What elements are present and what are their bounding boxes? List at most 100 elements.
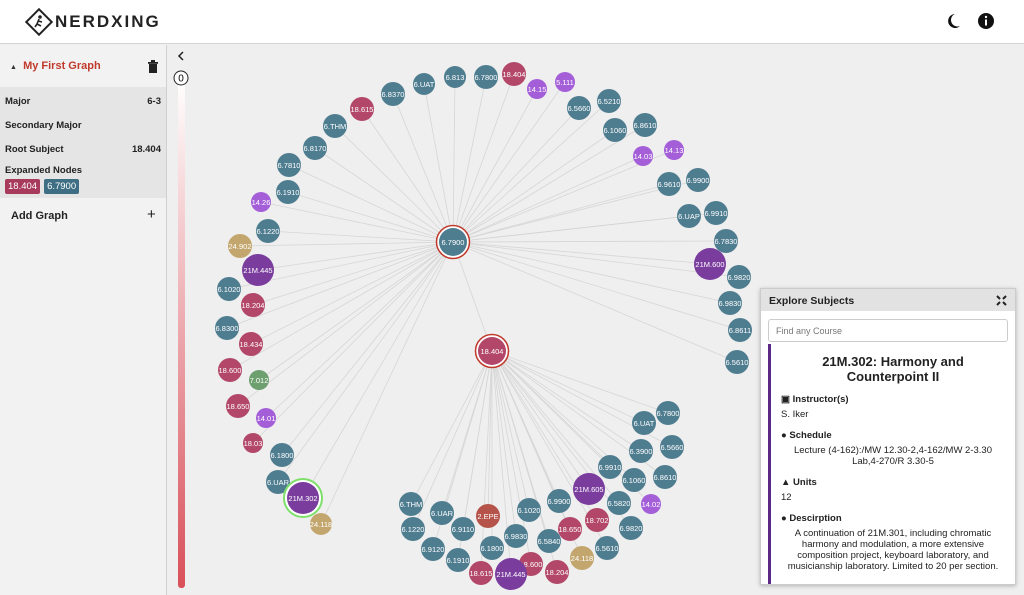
graph-node[interactable]: 6.9910 <box>598 455 622 479</box>
graph-node[interactable]: 6.1220 <box>401 517 425 541</box>
graph-node[interactable]: 18.702 <box>585 508 609 532</box>
graph-node[interactable]: 6.UAR <box>266 470 290 494</box>
graph-node[interactable]: 6.813 <box>444 66 466 88</box>
graph-node[interactable]: 5.111 <box>555 72 575 92</box>
graph-node[interactable]: 6.1910 <box>446 548 470 572</box>
graph-node[interactable]: 6.1020 <box>517 498 541 522</box>
graph-node[interactable]: 21M.445 <box>495 558 527 590</box>
graph-node[interactable]: 18.615 <box>350 97 374 121</box>
graph-node[interactable]: 6.8610 <box>633 113 657 137</box>
graph-node[interactable]: 21M.302 <box>283 478 323 518</box>
graph-node[interactable]: 6.9910 <box>704 201 728 225</box>
node-circle <box>597 89 621 113</box>
graph-node[interactable]: 6.3900 <box>629 439 653 463</box>
graph-node[interactable]: 6.1060 <box>603 118 627 142</box>
graph-node[interactable]: 6.9820 <box>619 516 643 540</box>
edge <box>491 350 517 537</box>
graph-node[interactable]: 6.1060 <box>622 468 646 492</box>
graph-node[interactable]: 6.5610 <box>595 536 619 560</box>
graph-node[interactable]: 6.8370 <box>381 82 405 106</box>
graph-node[interactable]: 6.8170 <box>303 136 327 160</box>
graph-node[interactable]: 18.204 <box>545 560 569 584</box>
node-label: 5.111 <box>556 78 574 87</box>
graph-node[interactable]: 6.UAT <box>413 73 435 95</box>
graph-node[interactable]: 6.1910 <box>276 180 300 204</box>
graph-node[interactable]: 18.650 <box>226 394 250 418</box>
search-input[interactable]: Find any Course <box>768 319 1008 342</box>
node-circle <box>603 118 627 142</box>
collapse-button[interactable] <box>177 51 184 61</box>
dark-mode-button[interactable] <box>943 11 963 31</box>
edge <box>452 107 580 243</box>
graph-node[interactable]: 6.7800 <box>474 65 498 89</box>
delete-graph-button[interactable] <box>147 60 159 73</box>
graph-node[interactable]: 24.902 <box>228 234 252 258</box>
graph-node[interactable]: 6.5660 <box>567 96 591 120</box>
graph-node[interactable]: 2.EPE <box>476 504 500 528</box>
graph-node[interactable]: 14.03 <box>633 146 653 166</box>
add-graph[interactable]: Add Graph <box>11 210 68 222</box>
graph-node[interactable]: 18.204 <box>241 293 265 317</box>
graph-node[interactable]: 6.9900 <box>547 489 571 513</box>
graph-node[interactable]: 18.615 <box>469 561 493 585</box>
graph-node[interactable]: 21M.605 <box>573 473 605 505</box>
graph-node[interactable]: 14.02 <box>641 494 661 514</box>
graph-node[interactable]: 6.1800 <box>480 536 504 560</box>
graph-node[interactable]: 6.9830 <box>718 291 742 315</box>
graph-toggle[interactable]: ▲ My First Graph <box>10 60 101 72</box>
node-tag[interactable]: 6.7900 <box>44 179 80 194</box>
graph-node[interactable]: 6.1220 <box>256 219 280 243</box>
graph-node[interactable]: 21M.445 <box>242 254 274 286</box>
graph-node[interactable]: 6.7810 <box>277 153 301 177</box>
add-graph-button[interactable]: + <box>147 206 156 223</box>
graph-node[interactable]: 6.1020 <box>217 277 241 301</box>
graph-node[interactable]: 6.9120 <box>421 537 445 561</box>
graph-node[interactable]: 6.UAT <box>632 411 656 435</box>
graph-node[interactable]: 18.434 <box>239 332 263 356</box>
edge <box>410 350 493 505</box>
graph-node[interactable]: 6.UAR <box>430 501 454 525</box>
graph-node[interactable]: 18.03 <box>243 433 263 453</box>
graph-node[interactable]: 6.5840 <box>537 529 561 553</box>
depth-handle[interactable] <box>173 70 189 86</box>
graph-node[interactable]: 6.9900 <box>686 168 710 192</box>
graph-node[interactable]: 6.THM <box>323 114 347 138</box>
graph-node[interactable]: 6.8610 <box>653 465 677 489</box>
graph-node[interactable]: 6.5820 <box>607 491 631 515</box>
graph-node[interactable]: 14.26 <box>251 192 271 212</box>
graph-node[interactable]: 21M.600 <box>694 248 726 280</box>
graph-node[interactable]: 24.118 <box>570 546 594 570</box>
node-circle <box>469 561 493 585</box>
info-button[interactable] <box>976 11 996 31</box>
graph-node[interactable]: 6.9610 <box>657 172 681 196</box>
graph-node[interactable]: 6.5610 <box>725 350 749 374</box>
graph-node[interactable]: 14.13 <box>664 140 684 160</box>
minimize-button[interactable] <box>996 295 1007 306</box>
node-circle <box>242 254 274 286</box>
graph-node[interactable]: 6.7830 <box>714 229 738 253</box>
graph-node[interactable]: 24.118 <box>310 513 332 535</box>
graph-node[interactable]: 6.5210 <box>597 89 621 113</box>
graph-node[interactable]: 6.5660 <box>660 435 684 459</box>
graph-node[interactable]: 6.UAP <box>677 204 701 228</box>
graph-node[interactable]: 6.1800 <box>270 443 294 467</box>
graph-node[interactable]: 6.7800 <box>656 401 680 425</box>
graph-node[interactable]: 18.650 <box>558 517 582 541</box>
graph-node[interactable]: 6.9820 <box>727 265 751 289</box>
graph-node[interactable]: 6.9110 <box>451 517 475 541</box>
graph-node[interactable]: 14.01 <box>256 408 276 428</box>
graph-node[interactable]: 6.THM <box>399 492 423 516</box>
graph-node[interactable]: 6.8611 <box>728 318 752 342</box>
graph-node[interactable]: 7.012 <box>249 370 269 390</box>
graph-node[interactable]: 18.404 <box>474 333 510 369</box>
node-tag[interactable]: 18.404 <box>5 179 41 194</box>
graph-node[interactable]: 6.9830 <box>504 524 528 548</box>
node-label: 18.650 <box>559 525 582 534</box>
graph-node[interactable]: 14.15 <box>527 79 547 99</box>
node-circle <box>573 473 605 505</box>
node-label: 21M.600 <box>695 260 724 269</box>
graph-node[interactable]: 18.404 <box>502 62 526 86</box>
graph-node[interactable]: 6.7900 <box>435 224 471 260</box>
graph-node[interactable]: 6.8300 <box>215 316 239 340</box>
graph-node[interactable]: 18.600 <box>218 358 242 382</box>
